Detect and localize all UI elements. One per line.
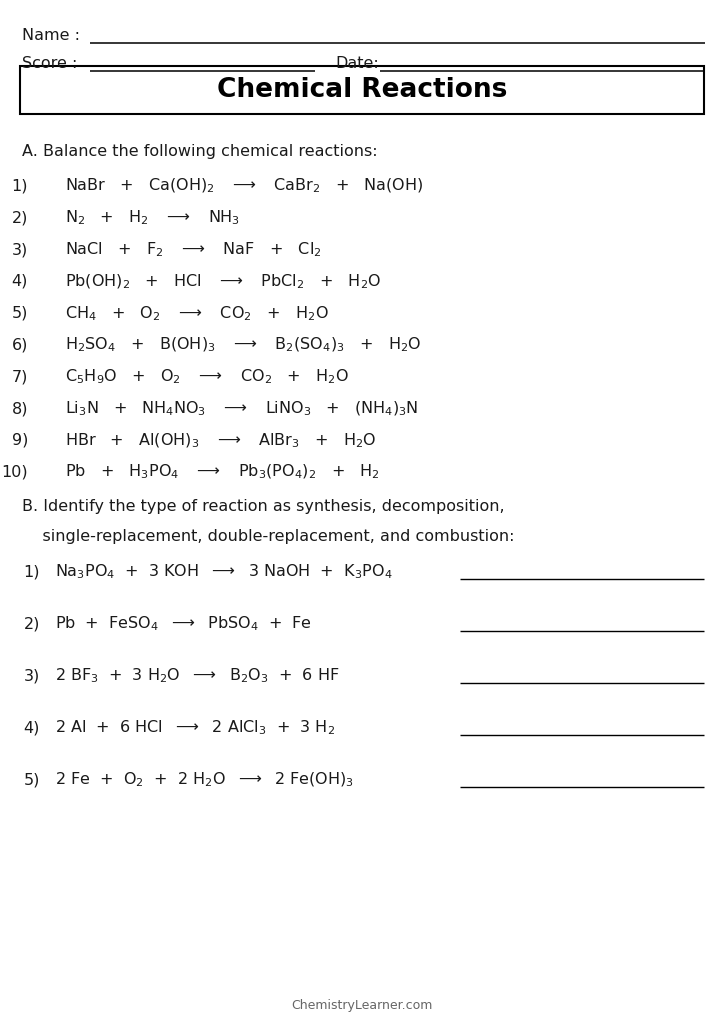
- Text: C$_5$H$_9$O   +   O$_2$   $\longrightarrow$   CO$_2$   +   H$_2$O: C$_5$H$_9$O + O$_2$ $\longrightarrow$ CO…: [65, 368, 349, 386]
- Text: N$_2$   +   H$_2$   $\longrightarrow$   NH$_3$: N$_2$ + H$_2$ $\longrightarrow$ NH$_3$: [65, 209, 240, 227]
- Text: 3): 3): [12, 242, 28, 257]
- Text: Name :: Name :: [22, 29, 80, 43]
- Text: 8): 8): [12, 401, 28, 416]
- Text: 3): 3): [24, 669, 40, 683]
- Text: 5): 5): [12, 306, 28, 321]
- Text: 4): 4): [24, 721, 40, 735]
- Text: 2): 2): [24, 616, 40, 632]
- Text: H$_2$SO$_4$   +   B(OH)$_3$   $\longrightarrow$   B$_2$(SO$_4$)$_3$   +   H$_2$O: H$_2$SO$_4$ + B(OH)$_3$ $\longrightarrow…: [65, 336, 421, 354]
- Text: HBr   +   Al(OH)$_3$   $\longrightarrow$   AlBr$_3$   +   H$_2$O: HBr + Al(OH)$_3$ $\longrightarrow$ AlBr$…: [65, 431, 376, 450]
- Text: 5): 5): [24, 772, 40, 787]
- Text: 2): 2): [12, 210, 28, 225]
- Text: 4): 4): [12, 273, 28, 289]
- Text: B. Identify the type of reaction as synthesis, decomposition,: B. Identify the type of reaction as synt…: [22, 499, 505, 513]
- Text: Score :: Score :: [22, 56, 77, 72]
- Text: 10): 10): [1, 465, 28, 479]
- FancyBboxPatch shape: [20, 66, 704, 114]
- Text: ChemistryLearner.com: ChemistryLearner.com: [291, 999, 433, 1013]
- Text: Li$_3$N   +   NH$_4$NO$_3$   $\longrightarrow$   LiNO$_3$   +   (NH$_4$)$_3$N: Li$_3$N + NH$_4$NO$_3$ $\longrightarrow$…: [65, 399, 418, 418]
- Text: 6): 6): [12, 338, 28, 352]
- Text: 7): 7): [12, 370, 28, 384]
- Text: 1): 1): [12, 178, 28, 194]
- Text: Pb   +   H$_3$PO$_4$   $\longrightarrow$   Pb$_3$(PO$_4$)$_2$   +   H$_2$: Pb + H$_3$PO$_4$ $\longrightarrow$ Pb$_3…: [65, 463, 380, 481]
- Text: Pb(OH)$_2$   +   HCl   $\longrightarrow$   PbCl$_2$   +   H$_2$O: Pb(OH)$_2$ + HCl $\longrightarrow$ PbCl$…: [65, 272, 382, 291]
- Text: 2 BF$_3$  +  3 H$_2$O  $\longrightarrow$  B$_2$O$_3$  +  6 HF: 2 BF$_3$ + 3 H$_2$O $\longrightarrow$ B$…: [55, 667, 340, 685]
- Text: Date:: Date:: [335, 56, 379, 72]
- Text: A. Balance the following chemical reactions:: A. Balance the following chemical reacti…: [22, 144, 378, 160]
- Text: Pb  +  FeSO$_4$  $\longrightarrow$  PbSO$_4$  +  Fe: Pb + FeSO$_4$ $\longrightarrow$ PbSO$_4$…: [55, 614, 312, 634]
- Text: single-replacement, double-replacement, and combustion:: single-replacement, double-replacement, …: [22, 528, 515, 544]
- Text: CH$_4$   +   O$_2$   $\longrightarrow$   CO$_2$   +   H$_2$O: CH$_4$ + O$_2$ $\longrightarrow$ CO$_2$ …: [65, 304, 329, 323]
- Text: 9): 9): [12, 433, 28, 447]
- Text: 2 Al  +  6 HCl  $\longrightarrow$  2 AlCl$_3$  +  3 H$_2$: 2 Al + 6 HCl $\longrightarrow$ 2 AlCl$_3…: [55, 719, 335, 737]
- Text: NaBr   +   Ca(OH)$_2$   $\longrightarrow$   CaBr$_2$   +   Na(OH): NaBr + Ca(OH)$_2$ $\longrightarrow$ CaBr…: [65, 177, 424, 196]
- Text: 1): 1): [23, 564, 40, 580]
- Text: Na$_3$PO$_4$  +  3 KOH  $\longrightarrow$  3 NaOH  +  K$_3$PO$_4$: Na$_3$PO$_4$ + 3 KOH $\longrightarrow$ 3…: [55, 562, 392, 582]
- Text: 2 Fe  +  O$_2$  +  2 H$_2$O  $\longrightarrow$  2 Fe(OH)$_3$: 2 Fe + O$_2$ + 2 H$_2$O $\longrightarrow…: [55, 771, 354, 790]
- Text: NaCl   +   F$_2$   $\longrightarrow$   NaF   +   Cl$_2$: NaCl + F$_2$ $\longrightarrow$ NaF + Cl$…: [65, 241, 321, 259]
- Text: Chemical Reactions: Chemical Reactions: [216, 77, 508, 103]
